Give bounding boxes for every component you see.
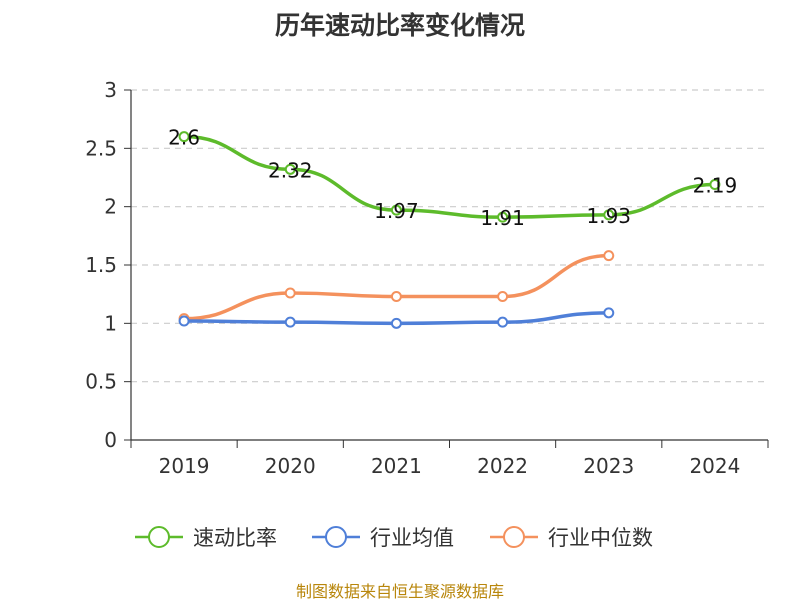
legend-item-2[interactable]: 行业中位数 xyxy=(490,526,653,550)
y-tick-label: 0.5 xyxy=(85,370,117,394)
x-tick-label: 2022 xyxy=(477,454,528,478)
chart-title: 历年速动比率变化情况 xyxy=(274,11,525,40)
data-point xyxy=(497,291,509,302)
x-tick-label: 2019 xyxy=(159,454,210,478)
data-point xyxy=(178,315,190,327)
y-tick-label: 1 xyxy=(104,311,117,335)
data-label: 1.97 xyxy=(374,199,419,223)
grid-lines xyxy=(131,89,768,383)
data-point xyxy=(497,211,509,223)
data-label: 1.93 xyxy=(586,204,631,228)
legend-marker xyxy=(325,526,347,548)
data-point xyxy=(709,179,721,190)
data-point xyxy=(390,291,402,302)
data-point xyxy=(178,131,190,143)
x-tick-label: 2021 xyxy=(371,454,422,478)
y-tick-label: 2.5 xyxy=(85,136,117,160)
series-line-0 xyxy=(184,134,715,219)
y-tick-label: 1.5 xyxy=(85,253,117,277)
data-point xyxy=(390,317,402,329)
axes: 0 0.5 1 1.5 2 2.5 3 2019 2020 2021 2022 2023 2024 xyxy=(85,78,769,478)
legend-label: 行业中位数 xyxy=(548,526,653,550)
legend-label: 行业均值 xyxy=(370,526,454,550)
x-tick-label: 2024 xyxy=(689,454,740,478)
data-label: 2.32 xyxy=(268,158,313,182)
legend-marker xyxy=(148,526,170,548)
y-tick-label: 0 xyxy=(104,428,117,452)
x-tick-label: 2020 xyxy=(265,454,316,478)
data-label: 2.19 xyxy=(693,174,738,198)
data-label: 2.6 xyxy=(168,126,200,150)
data-point xyxy=(497,316,509,328)
data-point xyxy=(284,316,296,328)
source-footer: 制图数据来自恒生聚源数据库 xyxy=(295,582,504,601)
data-point xyxy=(603,250,615,262)
legend-marker xyxy=(503,526,525,548)
data-point xyxy=(603,307,615,319)
data-point xyxy=(603,209,615,221)
legend-label: 速动比率 xyxy=(193,526,277,550)
data-labels: 2.6 2.32 1.97 1.91 1.93 2.19 xyxy=(168,126,737,231)
legend: 速动比率 行业均值 行业中位数 xyxy=(135,526,653,550)
legend-item-1[interactable]: 行业均值 xyxy=(312,526,454,550)
y-tick-label: 3 xyxy=(104,78,117,102)
data-point xyxy=(390,204,402,216)
x-tick-label: 2023 xyxy=(583,454,634,478)
data-point xyxy=(284,163,296,175)
series-lines xyxy=(178,131,721,329)
y-tick-label: 2 xyxy=(104,195,117,219)
data-label: 1.91 xyxy=(480,206,525,230)
data-point xyxy=(284,287,296,299)
legend-item-0[interactable]: 速动比率 xyxy=(135,526,277,550)
